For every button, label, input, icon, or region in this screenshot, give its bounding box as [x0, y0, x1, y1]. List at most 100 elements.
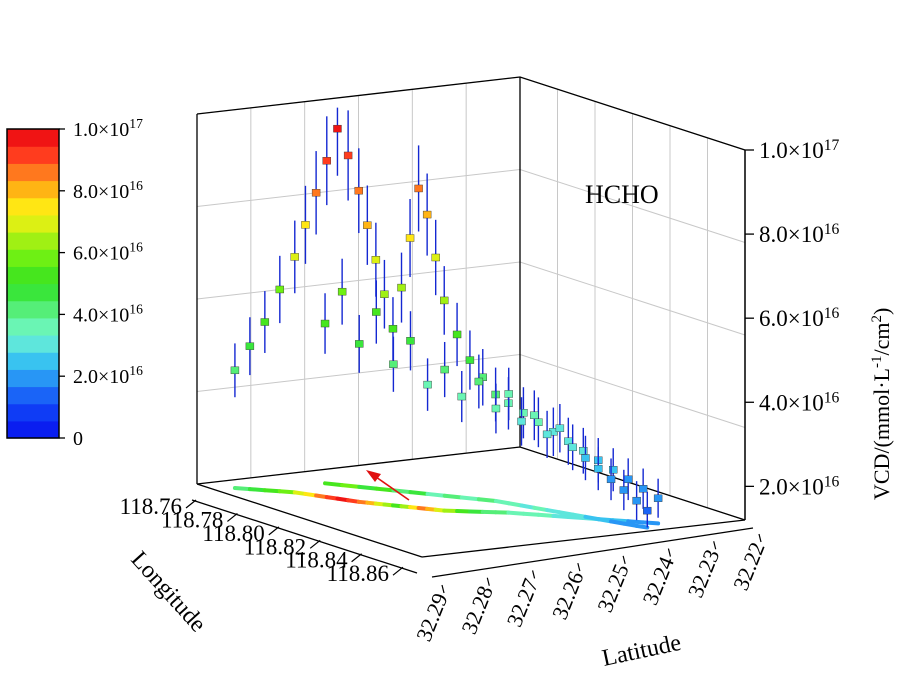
box-edge [196, 446, 746, 521]
data-point [422, 210, 432, 219]
track-segment [374, 486, 396, 493]
data-point [260, 318, 270, 326]
x-tick-label: 118.76 [120, 494, 182, 519]
data-point [372, 308, 381, 316]
track-segment [459, 495, 481, 502]
colorbar-tick-label: 2.0×1016 [73, 363, 143, 388]
data-point [405, 234, 415, 242]
y-axis-ticks: 32.29 32.28 32.27 32.26 32.25 32.24 32.23 32.22 [411, 527, 770, 645]
data-point [555, 424, 565, 432]
data-point [632, 496, 641, 505]
data-point [619, 486, 629, 494]
data-point [530, 411, 539, 419]
track-segment [506, 510, 526, 516]
track-segment [277, 489, 297, 495]
grid-line [196, 353, 746, 428]
y-tick-label: 32.24 [637, 553, 679, 608]
colorbar-frame [6, 128, 60, 439]
data-point [465, 356, 475, 364]
colorbar-stripe [7, 249, 59, 267]
track-segment [340, 483, 362, 489]
data-point [414, 184, 423, 193]
track-segment [442, 493, 464, 500]
track-segment [621, 521, 639, 528]
track-segment [583, 514, 601, 522]
track-segment [634, 523, 650, 530]
track-segment [232, 486, 252, 492]
track-segment [476, 497, 498, 504]
track-segment [609, 519, 626, 526]
data-point [389, 360, 398, 368]
data-point [542, 430, 552, 439]
track-segment [357, 484, 379, 491]
y-tick [622, 555, 626, 565]
data-point [388, 325, 398, 333]
track-segment [506, 501, 524, 508]
colorbar-stripe [7, 129, 59, 147]
y-axis-label: Latitude [600, 630, 684, 672]
colorbar-stripe [7, 352, 59, 370]
track-segment [551, 513, 571, 519]
data-point [568, 443, 577, 452]
colorbar-stripe [7, 163, 59, 182]
data-point [638, 485, 648, 493]
colorbar-stripe [7, 283, 59, 302]
data-point [406, 337, 415, 345]
track-segment [519, 503, 537, 510]
track-segment [532, 505, 550, 513]
data-point [371, 256, 381, 264]
y-tick-label: 32.22 [728, 539, 770, 594]
data-point [457, 392, 466, 401]
data-point [230, 366, 240, 375]
z-tick-label: 2.0×1016 [759, 473, 840, 499]
data-point [609, 466, 618, 474]
track-segment [408, 490, 430, 496]
data-point [337, 287, 347, 296]
x-tick-label: 118.82 [244, 534, 306, 559]
track-segment [641, 520, 661, 526]
data-point [245, 342, 255, 350]
colorbar-ticks: 1.0×1017 8.0×1016 6.0×1016 4.0×1016 2.0×1016… [59, 116, 143, 450]
data-point [343, 151, 353, 160]
track-segment [323, 481, 345, 488]
y-tick [441, 584, 445, 594]
colorbar-stripe [7, 300, 59, 319]
colorbar-stripe [7, 146, 59, 164]
grid-line [196, 76, 746, 151]
y-tick [531, 570, 536, 579]
grid-line [196, 446, 746, 521]
data-point [623, 475, 633, 483]
data-point [397, 283, 406, 292]
data-point [320, 319, 330, 328]
colorbar-stripe [7, 180, 59, 199]
x-tick-label: 118.78 [161, 507, 223, 532]
colorbar-stripe [7, 335, 59, 353]
z-tick-label: 8.0×1016 [759, 221, 840, 247]
track-segment [262, 488, 282, 494]
y-tick-label: 32.23 [683, 546, 725, 601]
data-point [517, 417, 526, 426]
data-point [452, 330, 462, 339]
data-point [301, 221, 310, 229]
z-axis-ticks: 2.0×1016 4.0×1016 6.0×1016 8.0×1016 1.0×1017 [744, 137, 840, 520]
y-tick-label: 32.27 [501, 575, 543, 630]
colorbar-stripe [7, 317, 59, 336]
data-points [230, 107, 663, 528]
x-tick-label: 118.80 [202, 521, 264, 546]
colorbar-tick-label: 8.0×1016 [73, 178, 143, 203]
track-segment [536, 512, 556, 518]
data-point [333, 124, 342, 133]
y-tick-label: 32.26 [547, 568, 589, 623]
data-point [363, 221, 372, 229]
colorbar-stripe [7, 420, 59, 439]
y-tick-label: 32.29 [411, 590, 453, 645]
y-tick [486, 577, 490, 586]
x-tick-label: 118.86 [327, 561, 389, 586]
data-point [322, 157, 331, 165]
box-edge [196, 76, 746, 151]
track-segment [545, 508, 562, 515]
grid-line [196, 168, 746, 243]
data-point [474, 377, 484, 386]
